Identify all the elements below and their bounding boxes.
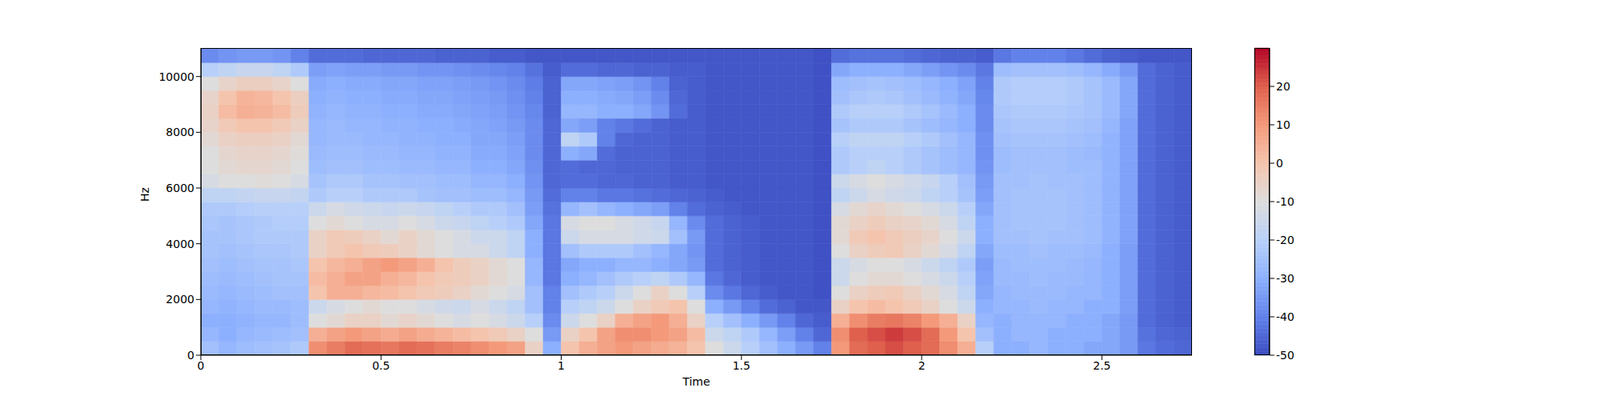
svg-text:-20: -20 [1276,233,1295,247]
svg-text:1.5: 1.5 [732,359,751,372]
svg-text:10: 10 [1276,118,1291,132]
svg-text:-50: -50 [1276,348,1295,362]
svg-text:20: 20 [1276,80,1291,93]
svg-text:Hz: Hz [138,187,152,202]
svg-text:2000: 2000 [165,292,195,306]
svg-text:1: 1 [557,359,565,372]
svg-text:-40: -40 [1276,310,1295,324]
svg-text:0: 0 [197,359,205,372]
svg-text:8000: 8000 [165,125,195,139]
svg-text:-30: -30 [1276,272,1295,285]
svg-text:Time: Time [681,375,710,388]
svg-text:0.5: 0.5 [372,359,390,372]
svg-text:4000: 4000 [165,237,195,251]
svg-text:10000: 10000 [158,70,195,84]
svg-text:0: 0 [187,348,195,362]
svg-text:-10: -10 [1276,195,1295,208]
svg-text:2: 2 [918,359,926,372]
svg-text:0: 0 [1276,156,1284,170]
svg-text:2.5: 2.5 [1092,359,1111,372]
svg-text:6000: 6000 [165,181,195,195]
